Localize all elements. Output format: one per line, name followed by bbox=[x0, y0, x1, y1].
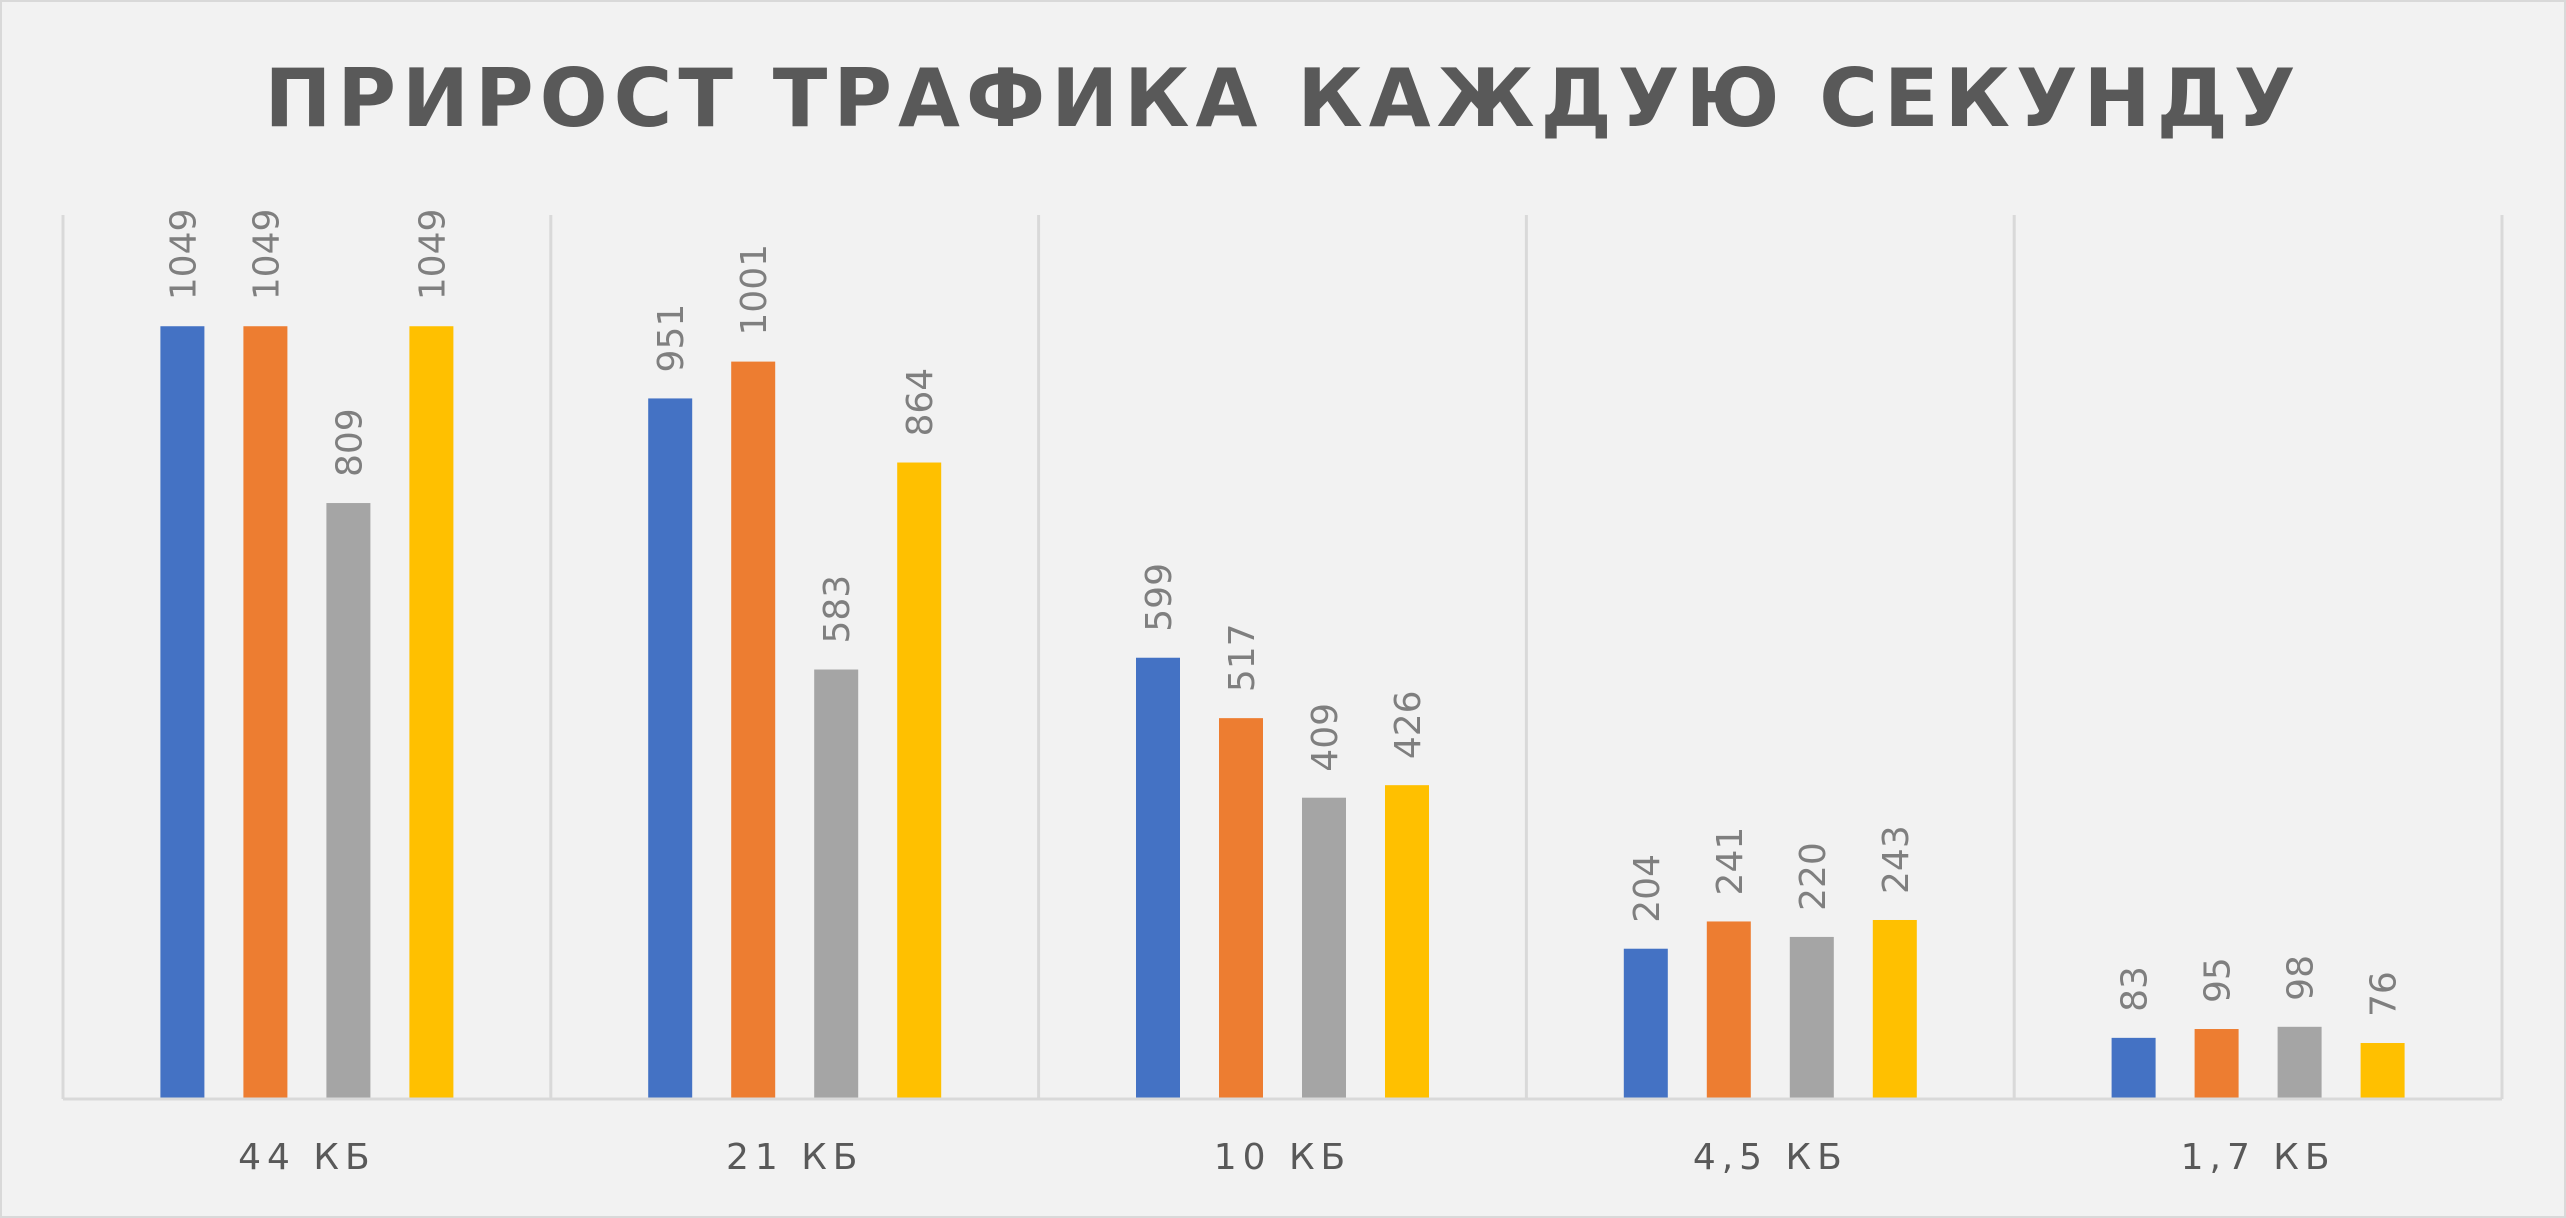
bar bbox=[1302, 797, 1346, 1099]
bar bbox=[409, 326, 454, 1099]
bar bbox=[731, 361, 776, 1099]
bar bbox=[1706, 921, 1751, 1099]
bar bbox=[1219, 718, 1263, 1099]
category-labels: 44 КБ 21 КБ 10 КБ 4,5 КБ 1,7 КБ bbox=[238, 1137, 2336, 1178]
data-labels: 1049 1049 809 1049 951 1001 583 864 599 517 409 426… bbox=[163, 209, 2404, 1017]
bar bbox=[326, 503, 371, 1100]
category-tick-label: 44 КБ bbox=[238, 1137, 376, 1178]
data-label: 426 bbox=[1388, 690, 1429, 759]
bar bbox=[160, 326, 205, 1099]
data-label: 583 bbox=[817, 575, 858, 644]
bar bbox=[1385, 785, 1429, 1099]
data-label: 1049 bbox=[163, 209, 204, 301]
bar bbox=[2360, 1043, 2405, 1099]
chart-title: ПРИРОСТ ТРАФИКА КАЖДУЮ СЕКУНДУ bbox=[264, 52, 2302, 145]
category-gridlines bbox=[61, 215, 2504, 1099]
data-label: 98 bbox=[2281, 955, 2322, 1001]
data-label: 864 bbox=[900, 368, 941, 437]
data-label: 1049 bbox=[412, 209, 453, 301]
data-label: 1049 bbox=[246, 209, 287, 301]
data-label: 220 bbox=[1793, 842, 1834, 911]
bar bbox=[648, 398, 693, 1099]
bar bbox=[2194, 1029, 2239, 1099]
category-tick-label: 1,7 КБ bbox=[2181, 1137, 2336, 1178]
bar bbox=[1872, 919, 1917, 1099]
data-label: 1001 bbox=[734, 244, 775, 336]
bar bbox=[814, 669, 859, 1099]
bar bbox=[1623, 948, 1668, 1099]
data-label: 83 bbox=[2115, 966, 2156, 1012]
data-label: 204 bbox=[1627, 854, 1668, 923]
data-label: 243 bbox=[1876, 825, 1917, 894]
data-label: 241 bbox=[1710, 827, 1751, 896]
data-label: 809 bbox=[329, 408, 370, 477]
data-label: 95 bbox=[2198, 957, 2239, 1003]
bar bbox=[1136, 657, 1180, 1099]
bar bbox=[897, 462, 942, 1099]
data-label: 599 bbox=[1139, 563, 1180, 632]
data-label: 76 bbox=[2364, 971, 2405, 1017]
bar bbox=[1789, 936, 1834, 1099]
data-label: 517 bbox=[1222, 623, 1263, 692]
bar bbox=[243, 326, 288, 1099]
data-label: 409 bbox=[1305, 703, 1346, 772]
bar bbox=[2111, 1037, 2156, 1099]
data-label: 951 bbox=[651, 304, 692, 373]
bar bbox=[2277, 1026, 2322, 1099]
category-tick-label: 21 КБ bbox=[726, 1137, 864, 1178]
bars bbox=[160, 326, 2405, 1100]
category-tick-label: 10 КБ bbox=[1214, 1137, 1352, 1178]
category-tick-label: 4,5 КБ bbox=[1693, 1137, 1848, 1178]
